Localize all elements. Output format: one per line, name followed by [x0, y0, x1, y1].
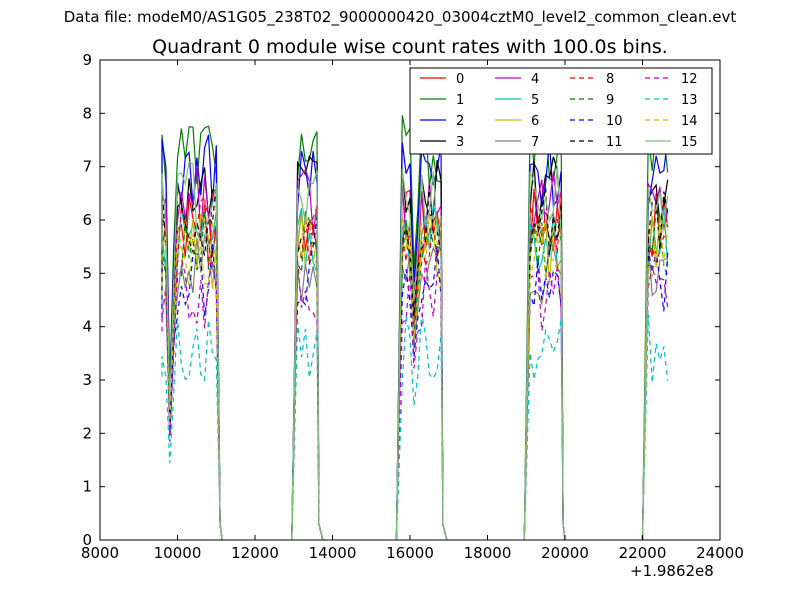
legend-label-6: 6	[531, 114, 539, 129]
x-tick-label: 8000	[81, 544, 119, 562]
y-tick-label: 3	[82, 371, 92, 389]
legend-label-2: 2	[456, 114, 464, 129]
legend-label-10: 10	[606, 114, 623, 129]
y-tick-label: 9	[82, 51, 92, 69]
y-tick-label: 6	[82, 211, 92, 229]
legend-label-11: 11	[606, 135, 623, 150]
x-tick-label: 12000	[231, 544, 279, 562]
legend-label-0: 0	[456, 72, 464, 87]
legend-label-15: 15	[681, 135, 698, 150]
x-tick-label: 10000	[154, 544, 202, 562]
legend-label-5: 5	[531, 93, 539, 108]
series-line-13	[161, 312, 669, 541]
y-tick-label: 8	[82, 104, 92, 122]
y-tick-label: 1	[82, 478, 92, 496]
legend-label-3: 3	[456, 135, 464, 150]
legend-label-7: 7	[531, 135, 539, 150]
x-tick-label: 18000	[464, 544, 512, 562]
x-tick-label: 22000	[619, 544, 667, 562]
legend-label-8: 8	[606, 72, 614, 87]
legend-label-12: 12	[681, 72, 698, 87]
series-line-7	[161, 233, 668, 541]
y-tick-label: 0	[82, 531, 92, 549]
y-tick-label: 4	[82, 318, 92, 336]
series-line-14	[161, 215, 669, 541]
x-tick-label: 16000	[386, 544, 434, 562]
series-line-2	[161, 134, 669, 541]
series-line-3	[161, 155, 669, 541]
legend-label-13: 13	[681, 93, 698, 108]
legend-label-1: 1	[456, 93, 464, 108]
legend-box	[409, 67, 713, 155]
legend-label-14: 14	[681, 114, 698, 129]
x-tick-label: 24000	[696, 544, 744, 562]
legend-label-9: 9	[606, 93, 614, 108]
ticks: 8000 10000 12000 14000 16000 18000 20000 22000 2…	[81, 51, 744, 562]
x-offset-label: +1.9862e8	[630, 562, 714, 580]
series-lines	[161, 115, 669, 541]
y-tick-label: 2	[82, 424, 92, 442]
y-tick-label: 7	[82, 158, 92, 176]
chart-title: Quadrant 0 module wise count rates with …	[152, 36, 668, 58]
series-line-15	[161, 160, 669, 541]
x-tick-label: 14000	[309, 544, 357, 562]
data-file-caption: Data file: modeM0/AS1G05_238T02_90000004…	[63, 8, 737, 26]
y-tick-label: 5	[82, 264, 92, 282]
x-tick-label: 20000	[541, 544, 589, 562]
legend-label-4: 4	[531, 72, 539, 87]
series-line-12	[161, 258, 669, 541]
